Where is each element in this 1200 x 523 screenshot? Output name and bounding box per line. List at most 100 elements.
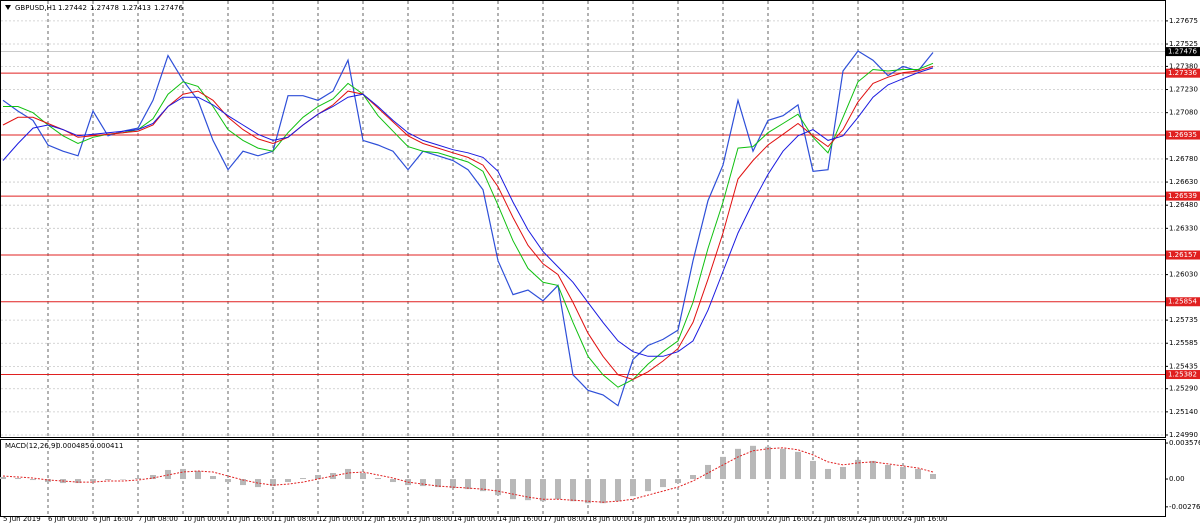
macd-bar — [45, 479, 51, 483]
macd-panel — [0, 439, 1166, 517]
level-tag — [1166, 297, 1200, 307]
menu-arrow[interactable] — [5, 5, 11, 10]
symbol: GBPUSD,H1 — [15, 4, 56, 12]
macd-bar — [210, 476, 216, 480]
level-tag — [1166, 191, 1200, 201]
x-tick-label: 6 Jun 16:00 — [93, 515, 133, 523]
y-tick-label: 1.25435 — [1169, 362, 1198, 370]
macd-bar — [645, 479, 651, 492]
macd-bar — [450, 479, 456, 489]
x-tick-label: 12 Jun 00:00 — [318, 515, 362, 523]
moving-average — [3, 62, 934, 388]
macd-bar — [135, 478, 141, 480]
macd-bar — [765, 446, 771, 480]
macd-bar — [105, 479, 111, 481]
x-tick-label: 7 Jun 08:00 — [138, 515, 178, 523]
macd-bar — [675, 479, 681, 484]
y-tick-label: 0.003576 — [1169, 439, 1200, 447]
macd-bar — [840, 466, 846, 480]
y-tick-label: 1.26330 — [1169, 224, 1198, 232]
x-tick-label: 17 Jun 08:00 — [543, 515, 587, 523]
x-tick-label: 13 Jun 08:00 — [408, 515, 452, 523]
macd-readout: 0.000411 — [90, 442, 123, 450]
macd-bar — [360, 472, 366, 480]
level-tag — [1166, 250, 1200, 260]
macd-bar — [30, 479, 36, 481]
y-tick-label: 1.25585 — [1169, 339, 1198, 347]
x-tick-label: 24 Jun 00:00 — [858, 515, 902, 523]
macd-bar — [585, 479, 591, 504]
macd-bar — [0, 477, 6, 480]
level-tag — [1166, 130, 1200, 140]
moving-average — [2, 65, 934, 381]
macd-bar — [240, 479, 246, 486]
y-tick-label: 1.25735 — [1169, 316, 1198, 324]
level-tag — [1166, 68, 1200, 78]
y-tick-label: 1.26480 — [1169, 201, 1198, 209]
quote-value: 1.27442 — [58, 4, 87, 12]
macd-bar — [195, 470, 201, 480]
x-tick-label: 19 Jun 08:00 — [678, 515, 722, 523]
y-tick-label: 1.27525 — [1169, 40, 1198, 48]
x-tick-label: 18 Jun 16:00 — [633, 515, 677, 523]
y-tick-label: 1.25290 — [1169, 385, 1198, 393]
y-tick-label: 1.27080 — [1169, 109, 1198, 117]
level-label: 1.26539 — [1168, 192, 1197, 200]
macd-bar — [855, 459, 861, 480]
current-price-tag — [1166, 47, 1200, 57]
current-price-label: 1.27476 — [1168, 48, 1197, 56]
macd-bar — [825, 468, 831, 480]
price-line — [2, 50, 934, 407]
macd-readout: 0.000485 — [56, 442, 89, 450]
y-tick-label: 1.25140 — [1169, 408, 1198, 416]
y-tick-label: 1.27675 — [1169, 17, 1198, 25]
macd-bar — [75, 479, 81, 484]
macd-bar — [90, 479, 96, 482]
macd-bar — [630, 479, 636, 497]
macd-bar — [570, 479, 576, 502]
macd-bar — [555, 479, 561, 500]
moving-average — [2, 67, 934, 357]
macd-bar — [510, 479, 516, 500]
x-tick-label: 10 Jun 16:00 — [228, 515, 272, 523]
macd-bar — [705, 464, 711, 480]
x-tick-label: 20 Jun 00:00 — [723, 515, 767, 523]
x-tick-label: 12 Jun 16:00 — [363, 515, 407, 523]
y-tick-label: 1.27230 — [1169, 86, 1198, 94]
x-tick-label: 20 Jun 16:00 — [768, 515, 812, 523]
macd-bar — [15, 478, 21, 480]
macd-bar — [390, 479, 396, 483]
macd-bar — [615, 479, 621, 502]
macd-bar — [300, 478, 306, 480]
macd-bar — [225, 479, 231, 483]
level-label: 1.26157 — [1168, 251, 1197, 259]
macd-bar — [150, 475, 156, 480]
x-tick-label: 14 Jun 16:00 — [498, 515, 542, 523]
macd-bar — [420, 479, 426, 487]
macd-bar — [525, 479, 531, 501]
y-tick-label: 1.26030 — [1169, 271, 1198, 279]
macd-bar — [870, 460, 876, 480]
macd-bar — [465, 479, 471, 490]
quote-value: 1.27476 — [154, 4, 183, 12]
macd-bar — [885, 464, 891, 480]
level-tag — [1166, 370, 1200, 380]
y-tick-label: 1.27380 — [1169, 62, 1198, 70]
x-tick-label: 10 Jun 00:00 — [183, 515, 227, 523]
y-tick-label: 1.24990 — [1169, 431, 1198, 439]
macd-bar — [315, 475, 321, 480]
macd-bar — [345, 468, 351, 480]
macd-bar — [900, 466, 906, 480]
level-label: 1.25854 — [1168, 298, 1197, 306]
y-tick-label: 0.00 — [1169, 475, 1185, 483]
macd-name: MACD(12,26,9) — [5, 442, 58, 450]
macd-bar — [180, 468, 186, 480]
macd-bar — [915, 468, 921, 480]
macd-bar — [495, 479, 501, 496]
quote-value: 1.27413 — [122, 4, 151, 12]
macd-bar — [375, 478, 381, 480]
y-tick-label: -0.002764 — [1169, 503, 1200, 511]
macd-bar — [795, 451, 801, 480]
